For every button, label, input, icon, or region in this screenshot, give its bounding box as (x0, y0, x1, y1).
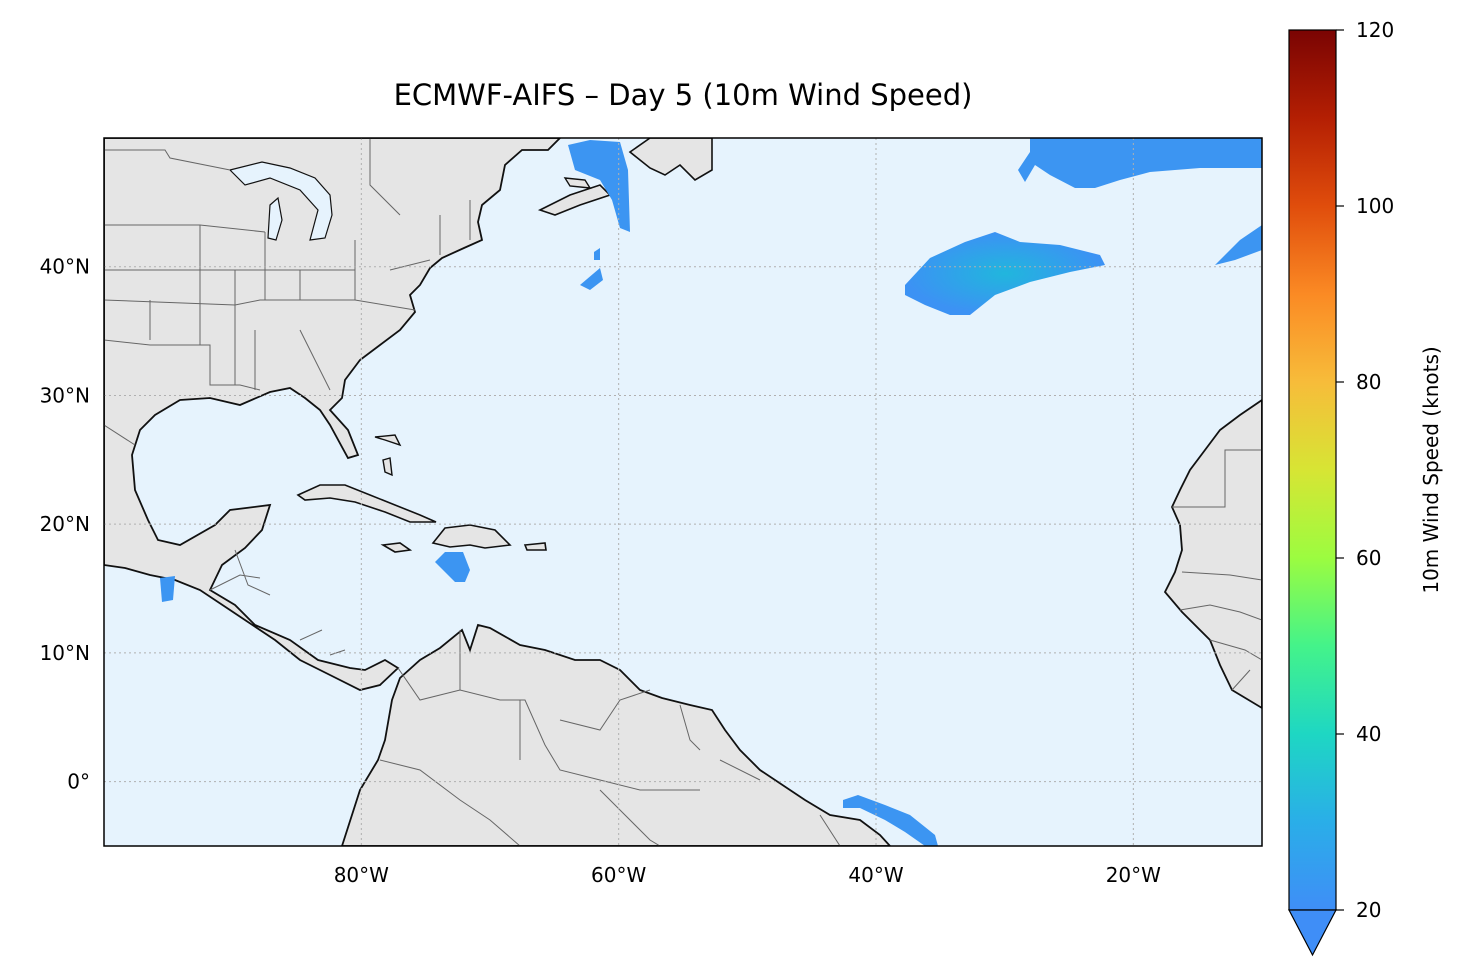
wind-patch-offshore (580, 268, 603, 290)
great-lakes (228, 161, 333, 241)
colorbar-ticks: 20 40 60 80 100 120 (1336, 18, 1394, 922)
colorbar-tick-label: 100 (1356, 194, 1394, 218)
island-jamaica (380, 542, 413, 553)
wind-patch-mid-atlantic (905, 232, 1105, 315)
gridlines (104, 138, 1262, 846)
wind-patch-pacific (160, 576, 175, 602)
colorbar-label: 10m Wind Speed (knots) (1419, 346, 1443, 593)
landmass-north-america (104, 138, 562, 691)
colorbar-extend-triangle (1288, 909, 1337, 957)
lat-tick-label: 0° (67, 770, 90, 794)
island-puerto-rico (523, 542, 547, 551)
lat-tick-label: 10°N (40, 641, 90, 665)
wind-patch-north-east (1018, 138, 1262, 188)
colorbar-tick-label: 20 (1356, 898, 1381, 922)
island-bahamas (374, 434, 402, 447)
lon-tick-label: 60°W (591, 863, 646, 887)
wind-patch-east-edge (1215, 225, 1262, 265)
lat-tick-label: 30°N (40, 383, 90, 407)
longitude-labels: 80°W 60°W 40°W 20°W (334, 863, 1161, 887)
landmass-newfoundland (628, 138, 713, 182)
colorbar-tick-label: 80 (1356, 370, 1381, 394)
lon-tick-label: 80°W (334, 863, 389, 887)
lake-michigan (267, 196, 283, 241)
wind-patch-caribbean (435, 552, 470, 582)
colorbar-tick-label: 40 (1356, 722, 1381, 746)
colorbar-tick-label: 120 (1356, 18, 1394, 42)
landmass-south-america (341, 623, 892, 846)
lat-tick-label: 20°N (40, 512, 90, 536)
wind-patch-offshore-2 (594, 248, 600, 260)
map-frame (103, 137, 1263, 847)
island-hispaniola (431, 524, 512, 549)
political-borders (104, 138, 1262, 846)
landmass-africa (1163, 398, 1262, 710)
wind-shading (160, 138, 1262, 846)
lat-tick-label: 40°N (40, 255, 90, 279)
wind-patch-newfoundland (568, 140, 630, 232)
island-bahamas-2 (382, 457, 393, 477)
wind-patch-equatorial (843, 795, 938, 846)
lon-tick-label: 20°W (1106, 863, 1161, 887)
island-cuba (296, 484, 437, 523)
lon-tick-label: 40°W (848, 863, 903, 887)
latitude-labels: 0° 10°N 20°N 30°N 40°N (40, 255, 90, 794)
colorbar-tick-label: 60 (1356, 546, 1381, 570)
island-pei (563, 177, 592, 189)
page-title: ECMWF-AIFS – Day 5 (10m Wind Speed) (393, 78, 973, 112)
colorbar-bar (1288, 29, 1337, 911)
